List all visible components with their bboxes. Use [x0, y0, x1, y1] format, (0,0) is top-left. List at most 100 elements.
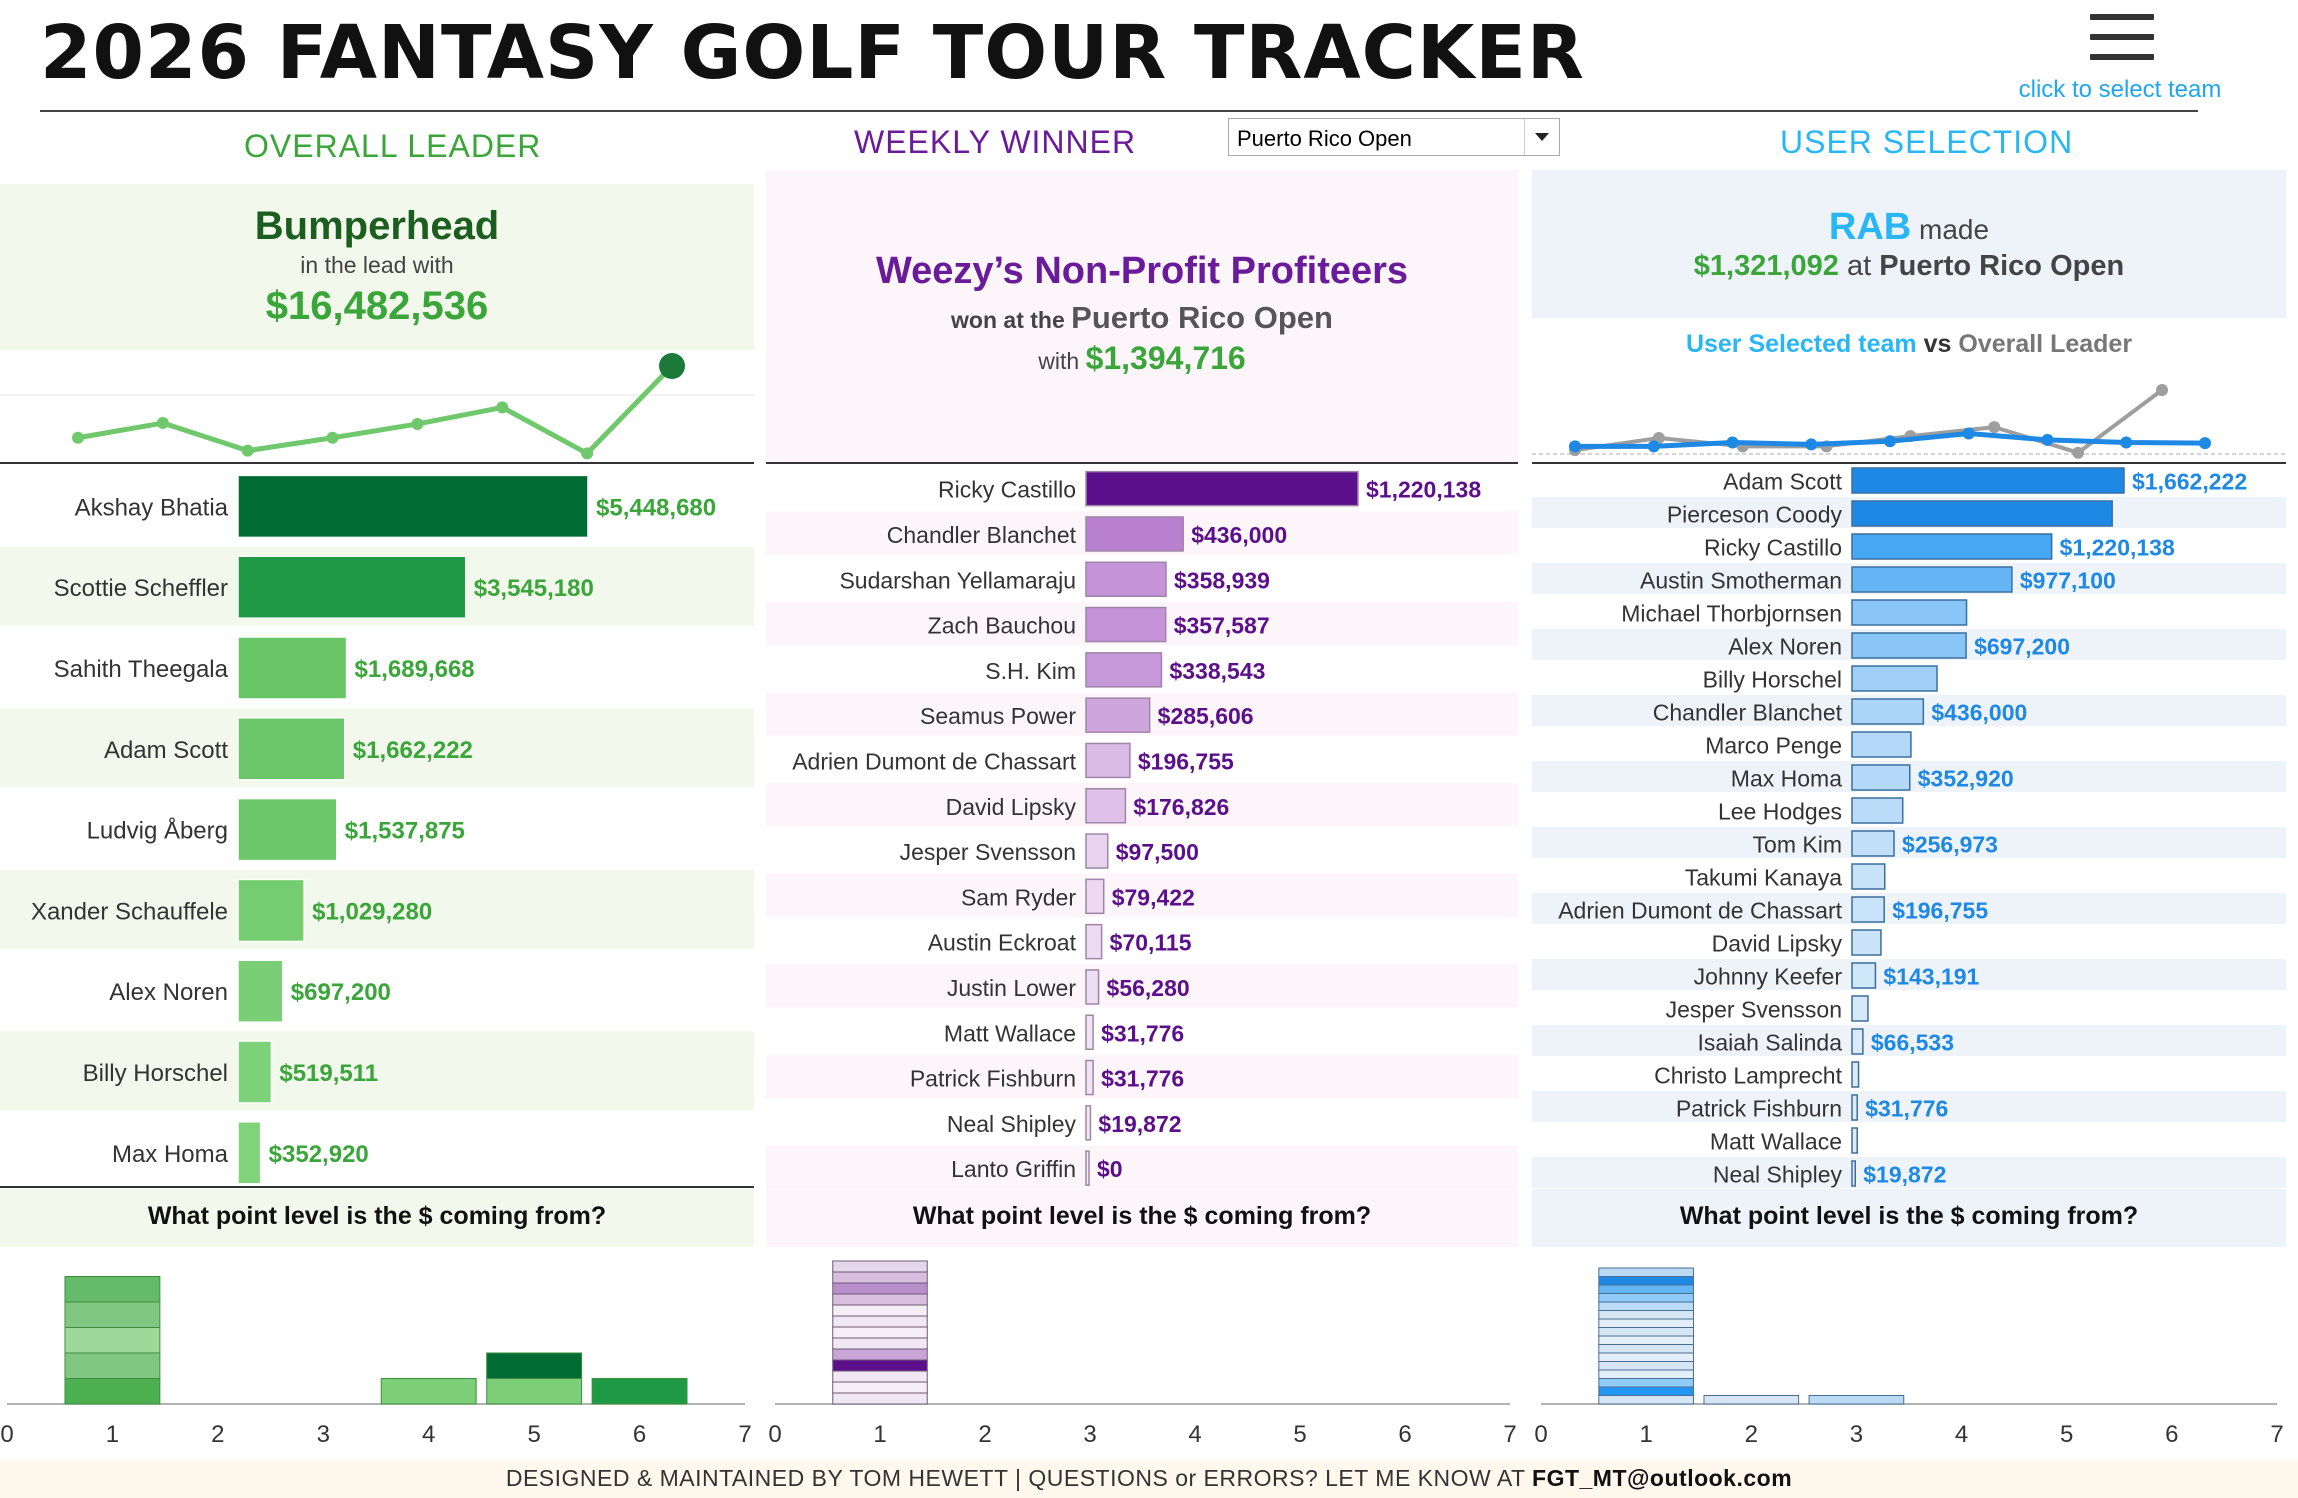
select-team-link[interactable]: click to select team	[2018, 76, 2222, 103]
leader-player-name: Scottie Scheffler	[54, 575, 228, 602]
weekly-points-bar-segment	[832, 1337, 928, 1350]
leader-bar	[237, 636, 348, 700]
leader-trend-point	[72, 431, 84, 444]
user-compare-trend-point	[1805, 438, 1818, 451]
weekly-player-name: Sam Ryder	[961, 884, 1076, 910]
weekly-row-band	[766, 964, 1518, 1008]
leader-points-bar-segment	[64, 1327, 161, 1354]
weekly-player-name: Jesper Svensson	[900, 839, 1076, 865]
user-points-bar-segment	[1598, 1276, 1694, 1286]
point-level-header-band	[1532, 1189, 2286, 1247]
user-bar-label: $66,533	[1871, 1030, 1954, 1056]
leader-compare-trend-point	[2156, 384, 2168, 396]
leader-trend-point	[326, 431, 339, 444]
weekly-points-axis-tick: 1	[873, 1421, 886, 1448]
user-bar	[1851, 467, 2125, 494]
user-bar	[1851, 599, 1968, 626]
weekly-row-band	[766, 783, 1518, 827]
user-player-name: Tom Kim	[1753, 832, 1842, 858]
user-points-bar-segment	[1598, 1293, 1694, 1303]
user-made: made	[1919, 214, 1990, 245]
weekly-player-name: Austin Eckroat	[928, 930, 1077, 956]
footer-email-link[interactable]: FGT_MT@outlook.com	[1532, 1465, 1793, 1491]
weekly-points-bar-segment	[832, 1271, 928, 1284]
user-compare-trend-point	[2120, 436, 2133, 449]
user-bar	[1851, 1127, 1858, 1154]
panel-bottom-rule	[0, 1186, 754, 1188]
point-level-header-band	[0, 1189, 754, 1247]
weekly-player-name: Seamus Power	[920, 703, 1076, 729]
overall-leader-card	[0, 184, 754, 350]
weekly-points-axis-tick: 3	[1083, 1421, 1096, 1448]
user-points-bar-segment	[1598, 1318, 1694, 1328]
weekly-player-name: S.H. Kim	[985, 658, 1076, 684]
won-prefix: won at the	[951, 307, 1065, 333]
point-level-question: What point level is the $ coming from?	[1680, 1202, 2138, 1230]
event-dropdown[interactable]: Puerto Rico Open	[1228, 118, 1560, 156]
user-bar-label: $697,200	[1974, 634, 2070, 660]
weekly-player-name: Adrien Dumont de Chassart	[792, 748, 1076, 774]
user-row-band	[1532, 893, 2286, 924]
user-points-bar-segment	[1598, 1310, 1694, 1320]
leader-points-bar-segment	[64, 1276, 161, 1303]
user-amount-line: $1,321,092 at Puerto Rico Open	[1532, 250, 2286, 283]
user-points-axis-tick: 2	[1745, 1421, 1758, 1448]
user-player-name: Adam Scott	[1723, 469, 1842, 495]
user-bar-label: $1,220,138	[2060, 535, 2175, 561]
weekly-team-name: Weezy’s Non-Profit Profiteers	[875, 250, 1409, 292]
weekly-points-bar-segment	[832, 1293, 928, 1306]
footer-bar	[0, 1460, 2298, 1498]
user-player-name: David Lipsky	[1712, 931, 1843, 957]
weekly-bar-label: $31,776	[1101, 1066, 1184, 1092]
user-points-axis-tick: 4	[1955, 1421, 1968, 1448]
weekly-bar-label: $285,606	[1158, 703, 1254, 729]
panel-top-rule	[1532, 462, 2286, 464]
user-points-axis-tick: 0	[1534, 1421, 1547, 1448]
leader-bar-label: $352,920	[269, 1141, 369, 1168]
user-row-band	[1532, 827, 2286, 858]
user-bar	[1851, 632, 1967, 659]
weekly-row-band	[766, 873, 1518, 917]
user-points-bar-segment	[1598, 1301, 1694, 1311]
weekly-player-name: Lanto Griffin	[951, 1156, 1076, 1182]
user-compare-trend-point	[1647, 440, 1660, 453]
leader-trend-line	[77, 364, 674, 456]
user-compare-trend-point	[2041, 433, 2054, 446]
weekly-bar	[1085, 833, 1109, 869]
hamburger-menu-icon[interactable]	[2090, 14, 2154, 64]
weekly-player-name: David Lipsky	[946, 794, 1077, 820]
leader-bar-label: $697,200	[291, 979, 391, 1006]
leader-bar	[237, 555, 467, 619]
leader-points-axis-tick: 0	[0, 1421, 13, 1448]
panel-top-rule	[766, 462, 1518, 464]
title-divider	[40, 110, 2198, 112]
leader-row-band	[0, 1031, 754, 1111]
weekly-points-bar-segment	[832, 1315, 928, 1328]
leader-bar	[237, 717, 346, 781]
weekly-points-bar-segment	[832, 1304, 928, 1317]
leader-bar	[237, 797, 338, 862]
weekly-bar-label: $79,422	[1112, 884, 1195, 910]
user-player-name: Adrien Dumont de Chassart	[1558, 898, 1842, 924]
chevron-down-icon[interactable]	[1524, 119, 1559, 155]
user-points-bar-segment	[1598, 1395, 1694, 1405]
user-at: at	[1847, 250, 1872, 282]
user-bar-label: $436,000	[1931, 700, 2027, 726]
user-player-name: Marco Penge	[1705, 733, 1842, 759]
leader-bar-label: $5,448,680	[596, 494, 716, 521]
weekly-player-name: Zach Bauchou	[928, 613, 1076, 639]
leader-player-name: Billy Horschel	[83, 1060, 228, 1087]
weekly-points-bar-segment	[832, 1260, 928, 1273]
user-event: Puerto Rico Open	[1879, 250, 2125, 282]
legend-vs: vs	[1923, 330, 1952, 358]
user-bar	[1851, 731, 1912, 758]
user-bar	[1851, 1061, 1860, 1088]
leader-points-axis-tick: 3	[317, 1421, 330, 1448]
user-player-name: Neal Shipley	[1713, 1162, 1843, 1188]
leader-row-band	[0, 708, 754, 788]
weekly-points-axis-tick: 4	[1188, 1421, 1201, 1448]
weekly-bar-label: $31,776	[1101, 1020, 1184, 1046]
weekly-row-band	[766, 1145, 1518, 1189]
weekly-points-bar-segment	[832, 1326, 928, 1339]
weekly-player-name: Justin Lower	[947, 975, 1076, 1001]
